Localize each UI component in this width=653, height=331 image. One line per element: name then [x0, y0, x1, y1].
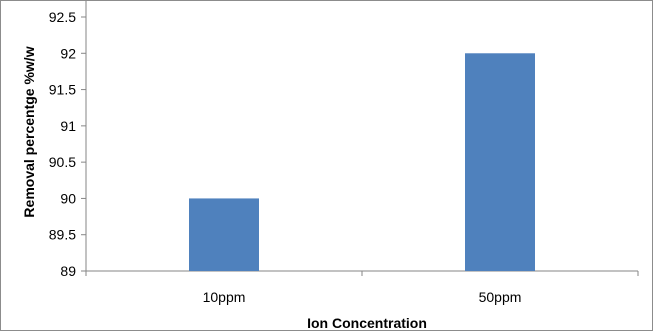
- bars: [189, 53, 535, 272]
- y-tick-label: 90.5: [49, 154, 76, 170]
- y-tick-label: 91: [60, 118, 76, 134]
- x-tick-label: 10ppm: [203, 289, 246, 305]
- y-tick-label: 91.5: [49, 82, 76, 98]
- y-tick-label: 92.5: [49, 9, 76, 25]
- y-axis-title: Removal percentge %w/w: [21, 46, 37, 217]
- x-axis-ticks: 10ppm 50ppm: [85, 271, 639, 305]
- bar-50ppm: [465, 53, 535, 272]
- bar-10ppm: [189, 198, 259, 271]
- y-tick-label: 92: [60, 45, 76, 61]
- y-tick-label: 89: [60, 263, 76, 279]
- y-axis-ticks: 89 89.5 90 90.5 91 91.5 92 92.5: [49, 9, 86, 279]
- y-tick-label: 89.5: [49, 227, 76, 243]
- x-axis-title: Ion Concentration: [307, 315, 427, 331]
- x-tick-label: 50ppm: [479, 289, 522, 305]
- y-tick-label: 90: [60, 190, 76, 206]
